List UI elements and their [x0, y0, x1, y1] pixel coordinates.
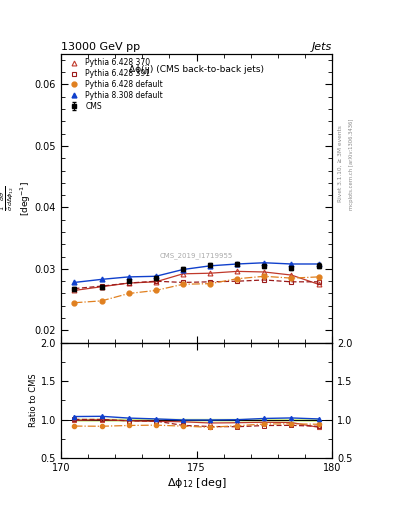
Pythia 6.428 370	[316, 281, 321, 287]
Pythia 6.428 391	[153, 278, 158, 284]
X-axis label: Δϕ$_{12}$ [deg]: Δϕ$_{12}$ [deg]	[167, 476, 226, 490]
Line: Pythia 6.428 391: Pythia 6.428 391	[72, 278, 321, 291]
Pythia 8.308 default	[127, 274, 131, 280]
Pythia 6.428 370	[289, 272, 294, 278]
Pythia 6.428 370	[235, 268, 240, 274]
Y-axis label: Ratio to CMS: Ratio to CMS	[29, 374, 38, 428]
Pythia 6.428 default	[316, 274, 321, 280]
Pythia 6.428 370	[153, 279, 158, 285]
Pythia 8.308 default	[180, 266, 185, 272]
Pythia 6.428 370	[180, 271, 185, 277]
Pythia 8.308 default	[208, 263, 213, 269]
Pythia 6.428 370	[72, 287, 77, 293]
Pythia 6.428 391	[208, 279, 213, 285]
Pythia 6.428 391	[316, 279, 321, 285]
Pythia 6.428 default	[208, 281, 213, 287]
Legend: Pythia 6.428 370, Pythia 6.428 391, Pythia 6.428 default, Pythia 8.308 default, : Pythia 6.428 370, Pythia 6.428 391, Pyth…	[64, 57, 165, 113]
Pythia 8.308 default	[153, 273, 158, 280]
Text: Rivet 3.1.10, ≥ 3M events: Rivet 3.1.10, ≥ 3M events	[338, 125, 342, 202]
Text: Jets: Jets	[312, 42, 332, 52]
Pythia 6.428 391	[127, 280, 131, 286]
Pythia 8.308 default	[316, 261, 321, 267]
Pythia 6.428 370	[208, 270, 213, 276]
Text: Δϕ(jj) (CMS back-to-back jets): Δϕ(jj) (CMS back-to-back jets)	[129, 66, 264, 74]
Pythia 6.428 default	[180, 281, 185, 287]
Pythia 6.428 default	[235, 275, 240, 282]
Pythia 6.428 391	[72, 286, 77, 292]
Pythia 6.428 391	[235, 278, 240, 284]
Pythia 6.428 391	[99, 283, 104, 289]
Pythia 6.428 default	[127, 290, 131, 296]
Pythia 6.428 391	[180, 280, 185, 286]
Pythia 8.308 default	[289, 261, 294, 267]
Pythia 6.428 default	[99, 298, 104, 304]
Pythia 6.428 391	[289, 279, 294, 285]
Pythia 8.308 default	[262, 260, 267, 266]
Line: Pythia 8.308 default: Pythia 8.308 default	[72, 260, 321, 285]
Pythia 6.428 default	[153, 287, 158, 293]
Pythia 6.428 391	[262, 277, 267, 283]
Pythia 6.428 370	[99, 284, 104, 290]
Pythia 6.428 370	[127, 280, 131, 286]
Pythia 6.428 default	[72, 300, 77, 306]
Line: Pythia 6.428 default: Pythia 6.428 default	[72, 274, 321, 305]
Pythia 8.308 default	[99, 276, 104, 283]
Text: 13000 GeV pp: 13000 GeV pp	[61, 41, 140, 52]
Text: CMS_2019_I1719955: CMS_2019_I1719955	[160, 252, 233, 260]
Pythia 6.428 default	[289, 275, 294, 281]
Pythia 6.428 default	[262, 273, 267, 280]
Pythia 6.428 370	[262, 269, 267, 275]
Pythia 8.308 default	[72, 280, 77, 286]
Text: mcplots.cern.ch [arXiv:1306.3436]: mcplots.cern.ch [arXiv:1306.3436]	[349, 118, 354, 209]
Y-axis label: $\frac{1}{\bar{\sigma}}\frac{d\sigma}{d\Delta\phi_{12}}$
[deg$^{-1}$]: $\frac{1}{\bar{\sigma}}\frac{d\sigma}{d\…	[0, 181, 33, 216]
Pythia 8.308 default	[235, 261, 240, 267]
Line: Pythia 6.428 370: Pythia 6.428 370	[72, 269, 321, 293]
